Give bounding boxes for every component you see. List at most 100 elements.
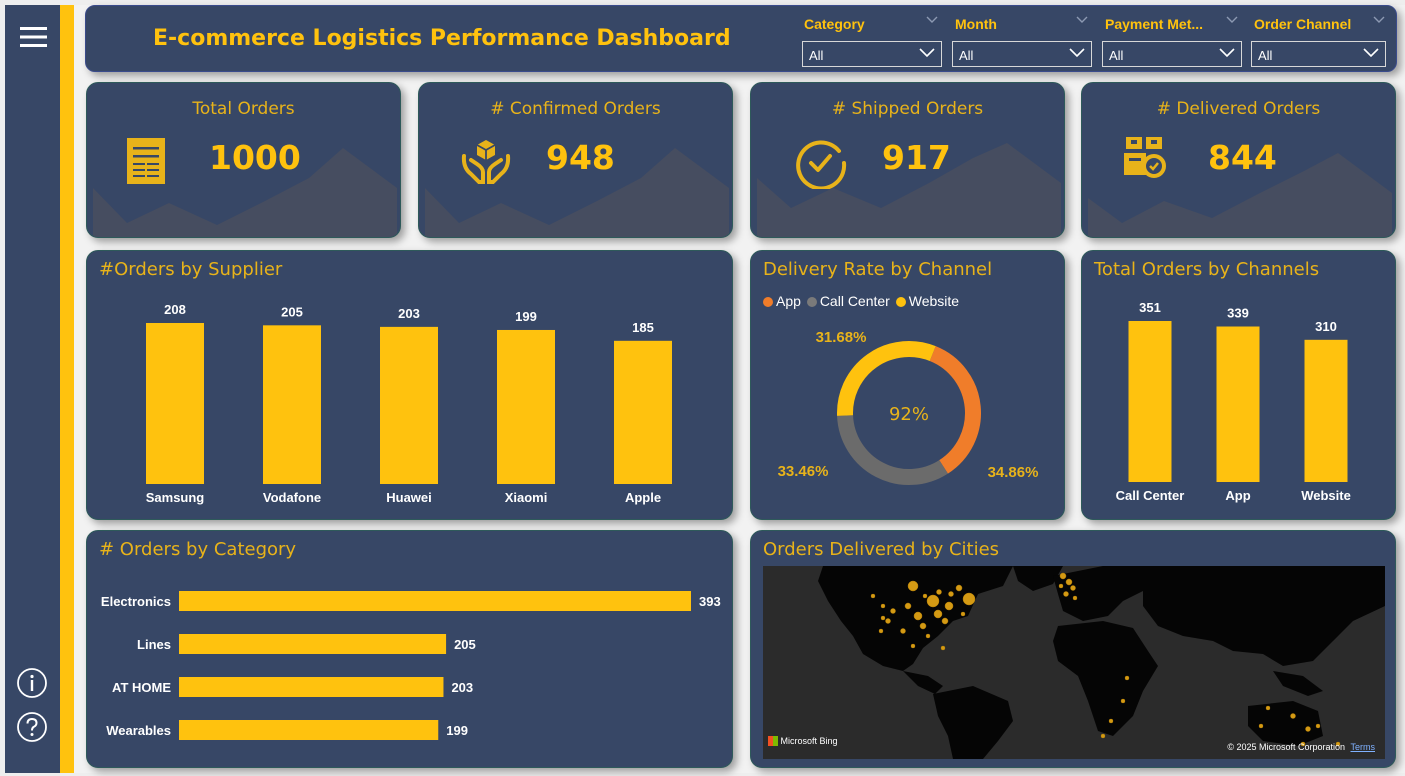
category-label: App — [1225, 488, 1250, 503]
copyright-text: © 2025 Microsoft Corporation — [1227, 742, 1345, 752]
legend-item-app[interactable]: App — [763, 293, 801, 309]
kpi-sparkline — [93, 148, 397, 237]
bar-value-label: 205 — [281, 304, 303, 319]
bar — [614, 340, 672, 484]
orders-by-supplier-card: #Orders by Supplier 208 Samsung 205 Vodafon… — [86, 250, 733, 520]
hands-box-icon — [461, 138, 511, 190]
bar — [1216, 326, 1260, 482]
page-title: E-commerce Logistics Performance Dashboa… — [153, 26, 731, 51]
filter-category-select[interactable]: All — [802, 41, 942, 67]
filter-category-label: Category — [804, 16, 865, 32]
category-label: AT HOME — [112, 680, 171, 695]
kpi-title: # Confirmed Orders — [490, 99, 661, 119]
kpi-title: # Delivered Orders — [1156, 99, 1321, 119]
slice-label: 31.68% — [816, 329, 867, 346]
bar — [380, 326, 438, 484]
bar-value-label: 185 — [632, 320, 654, 335]
bar — [263, 325, 321, 484]
legend-dot — [806, 297, 817, 307]
slice-label: 33.46% — [778, 463, 829, 480]
bar — [179, 634, 447, 654]
kpi-confirmed-orders: # Confirmed Orders 948 — [418, 82, 733, 238]
slice-label: 34.86% — [988, 464, 1039, 481]
filter-payment-label: Payment Met... — [1105, 16, 1204, 32]
bar — [1304, 339, 1348, 482]
filter-payment-select[interactable]: All — [1102, 41, 1242, 67]
bar-value-label: 310 — [1315, 319, 1337, 334]
chart-title: Orders Delivered by Cities — [763, 539, 1000, 560]
world-map-canvas — [763, 566, 1385, 759]
orders-by-cities-card: Orders Delivered by Cities — [750, 530, 1396, 768]
bar-value-label: 339 — [1227, 306, 1249, 321]
chevron-down-icon — [1363, 48, 1379, 58]
windows-logo-icon — [768, 736, 778, 746]
legend-item-call-center[interactable]: Call Center — [805, 293, 890, 309]
donut-slice — [837, 414, 948, 485]
bar-value-label: 203 — [451, 680, 473, 695]
legend-label: Call Center — [819, 293, 890, 309]
chevron-down-icon — [1373, 16, 1385, 23]
chevron-down-icon — [1219, 48, 1235, 58]
donut-slice — [929, 346, 981, 474]
bar-value-label: 208 — [164, 302, 186, 317]
legend-label: App — [776, 293, 801, 309]
orders-by-supplier-chart: 208 Samsung 205 Vodafone 203 Huawei 199 Xiaomi 1… — [146, 302, 672, 505]
filter-month-label: Month — [955, 16, 997, 32]
delivered-packages-icon — [1120, 133, 1168, 185]
category-label: Call Center — [1116, 488, 1185, 503]
filter-channel-value: All — [1258, 48, 1273, 63]
help-icon[interactable] — [16, 711, 48, 743]
kpi-sparkline — [1088, 153, 1392, 237]
bar — [497, 329, 555, 484]
category-label: Lines — [137, 637, 171, 652]
map-copyright: © 2025 Microsoft Corporation — [1227, 742, 1345, 752]
filter-channel-label: Order Channel — [1254, 16, 1352, 32]
category-label: Samsung — [146, 490, 205, 505]
sidebar — [5, 5, 60, 773]
category-label: Electronics — [101, 594, 171, 609]
filter-payment-value: All — [1109, 48, 1124, 63]
category-label: Huawei — [386, 490, 432, 505]
donut-center-label: 92% — [889, 404, 929, 425]
legend-item-website[interactable]: Website — [894, 293, 959, 309]
kpi-delivered-orders: # Delivered Orders 844 — [1081, 82, 1396, 238]
info-icon[interactable] — [16, 667, 48, 699]
chevron-down-icon — [1069, 48, 1085, 58]
world-map[interactable]: Microsoft Bing © 2025 Microsoft Corporat… — [763, 566, 1385, 759]
donut-slice — [837, 341, 936, 416]
filter-channel-select[interactable]: All — [1251, 41, 1386, 67]
chart-title: Total Orders by Channels — [1094, 259, 1320, 280]
bar-value-label: 205 — [454, 637, 476, 652]
kpi-value: 917 — [882, 138, 951, 177]
accent-bar — [60, 5, 74, 773]
hamburger-menu-icon[interactable] — [19, 25, 49, 49]
bar-value-label: 199 — [446, 723, 468, 738]
bing-label: Microsoft Bing — [780, 736, 838, 746]
legend-dot — [895, 297, 906, 307]
kpi-sparkline — [425, 148, 729, 237]
kpi-shipped-orders: # Shipped Orders 917 — [750, 82, 1065, 238]
category-label: Wearables — [106, 723, 171, 738]
bar — [1128, 321, 1172, 482]
bar-value-label: 199 — [515, 309, 537, 324]
bing-logo: Microsoft Bing — [768, 736, 838, 746]
bar — [179, 591, 691, 611]
terms-link[interactable]: Terms — [1350, 742, 1376, 752]
chevron-down-icon — [1226, 16, 1238, 23]
category-label: Xiaomi — [505, 490, 548, 505]
document-icon — [127, 138, 165, 188]
delivery-rate-donut: 34.86% 33.46% 31.68% 92% — [778, 329, 1039, 485]
chart-title: #Orders by Supplier — [99, 259, 283, 280]
chevron-down-icon — [926, 16, 938, 23]
kpi-title: # Shipped Orders — [831, 99, 984, 119]
filter-category-value: All — [809, 48, 824, 63]
kpi-sparkline — [757, 143, 1061, 237]
filter-month-select[interactable]: All — [952, 41, 1092, 67]
delivery-rate-card: Delivery Rate by Channel App Call Center… — [750, 250, 1065, 520]
orders-by-channel-chart: 351 Call Center 339 App 310 Website — [1116, 300, 1351, 503]
bar-value-label: 351 — [1139, 300, 1161, 315]
chevron-down-icon — [919, 48, 935, 58]
header-banner: E-commerce Logistics Performance Dashboa… — [85, 5, 1397, 72]
bar — [179, 677, 444, 697]
chart-title: # Orders by Category — [99, 539, 297, 560]
